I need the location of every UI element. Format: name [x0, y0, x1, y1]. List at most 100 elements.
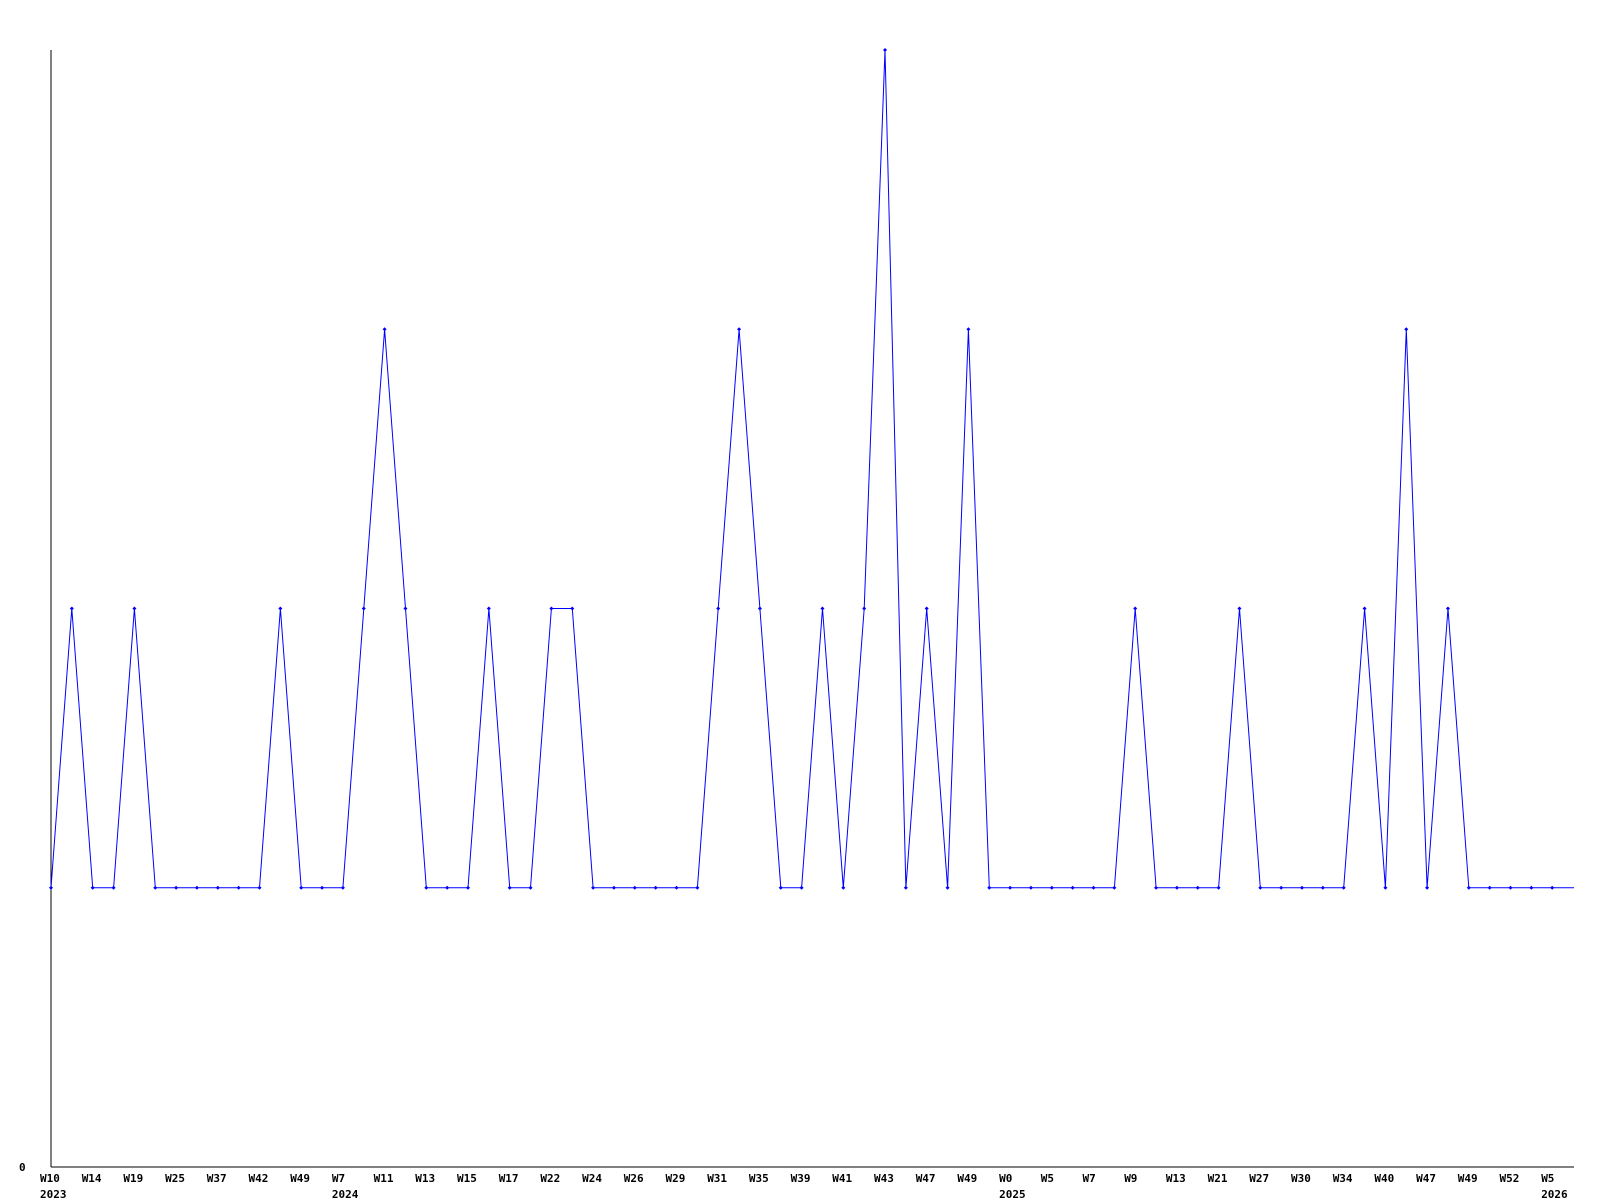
data-point — [1195, 885, 1200, 890]
data-point — [257, 885, 262, 890]
x-tick-label: W47 — [916, 1172, 936, 1185]
data-point — [716, 606, 721, 611]
x-tick-label: W42 — [249, 1172, 269, 1185]
x-tick-label: W49 — [1458, 1172, 1478, 1185]
data-point — [883, 48, 887, 52]
data-point — [695, 885, 700, 890]
data-point — [841, 885, 846, 890]
data-point — [361, 606, 366, 611]
x-tick-label: W40 — [1374, 1172, 1394, 1185]
x-tick-label: W10 — [40, 1172, 60, 1185]
data-point — [132, 606, 137, 611]
data-point — [445, 885, 450, 890]
data-point — [945, 885, 950, 890]
data-point — [382, 327, 387, 332]
x-tick-label: W13 — [415, 1172, 435, 1185]
year-label: 2025 — [999, 1188, 1026, 1200]
x-tick-label: W9 — [1124, 1172, 1137, 1185]
data-point — [1487, 885, 1492, 890]
x-tick-label: W11 — [374, 1172, 394, 1185]
x-tick-label: W5 — [1041, 1172, 1054, 1185]
data-point — [236, 885, 241, 890]
data-point — [1008, 885, 1013, 890]
data-point — [1174, 885, 1179, 890]
data-point — [1320, 885, 1325, 890]
x-tick-label: W47 — [1416, 1172, 1436, 1185]
data-point — [1112, 885, 1117, 890]
data-point — [570, 606, 575, 611]
data-point — [757, 606, 762, 611]
data-point — [215, 885, 220, 890]
data-point — [966, 327, 971, 332]
x-tick-label: W13 — [1166, 1172, 1186, 1185]
y-tick-label: 0 — [19, 1161, 26, 1174]
data-point — [1049, 885, 1054, 890]
data-point — [466, 885, 470, 890]
x-tick-label: W14 — [82, 1172, 102, 1185]
x-tick-label: W31 — [707, 1172, 727, 1185]
x-tick-label: W17 — [499, 1172, 519, 1185]
data-point — [403, 606, 408, 611]
data-point — [611, 885, 616, 890]
x-tick-label: W0 — [999, 1172, 1012, 1185]
data-point — [320, 885, 325, 890]
x-tick-label: W30 — [1291, 1172, 1311, 1185]
data-point — [1070, 885, 1075, 890]
x-tick-label: W7 — [1083, 1172, 1096, 1185]
data-point — [528, 885, 533, 890]
x-tick-label: W41 — [832, 1172, 852, 1185]
data-point — [1404, 327, 1409, 332]
x-tick-label: W21 — [1208, 1172, 1228, 1185]
data-point — [1550, 885, 1555, 890]
data-point — [1279, 885, 1284, 890]
data-point — [1445, 606, 1450, 611]
year-label: 2023 — [40, 1188, 67, 1200]
data-point — [49, 885, 53, 890]
x-tick-label: W5 — [1541, 1172, 1554, 1185]
x-tick-label: W15 — [457, 1172, 477, 1185]
data-point — [90, 885, 95, 890]
x-tick-label: W34 — [1333, 1172, 1353, 1185]
data-point — [1133, 606, 1138, 611]
data-point — [69, 606, 74, 611]
x-tick-label: W27 — [1249, 1172, 1269, 1185]
data-point — [1466, 885, 1471, 890]
data-point — [799, 885, 804, 890]
data-point — [1383, 885, 1388, 890]
x-tick-label: W43 — [874, 1172, 894, 1185]
data-point — [1028, 885, 1033, 890]
data-point — [1341, 885, 1346, 890]
x-tick-label: W7 — [332, 1172, 345, 1185]
x-tick-label: W37 — [207, 1172, 227, 1185]
data-point — [507, 885, 512, 890]
data-point — [340, 885, 345, 890]
data-point — [903, 885, 908, 890]
data-point — [674, 885, 679, 890]
data-point — [174, 885, 179, 890]
x-tick-label: W49 — [957, 1172, 977, 1185]
data-point — [111, 885, 116, 890]
data-point — [1216, 885, 1221, 890]
year-label: 2024 — [332, 1188, 359, 1200]
x-tick-label: W19 — [123, 1172, 143, 1185]
data-point — [778, 885, 783, 890]
data-point — [591, 885, 596, 890]
data-point — [924, 606, 929, 611]
data-point — [194, 885, 199, 890]
series-line — [50, 49, 1574, 889]
x-tick-label: W39 — [791, 1172, 811, 1185]
data-point — [1508, 885, 1513, 890]
data-point — [1258, 885, 1263, 890]
data-point — [1425, 885, 1430, 890]
data-point — [424, 885, 429, 890]
data-point — [1300, 885, 1304, 890]
data-point — [1362, 606, 1367, 611]
data-point — [632, 885, 637, 890]
data-point — [862, 606, 867, 611]
data-point — [1237, 606, 1242, 611]
x-tick-label: W25 — [165, 1172, 185, 1185]
x-tick-label: W26 — [624, 1172, 644, 1185]
x-tick-label: W24 — [582, 1172, 602, 1185]
data-point — [987, 885, 992, 890]
